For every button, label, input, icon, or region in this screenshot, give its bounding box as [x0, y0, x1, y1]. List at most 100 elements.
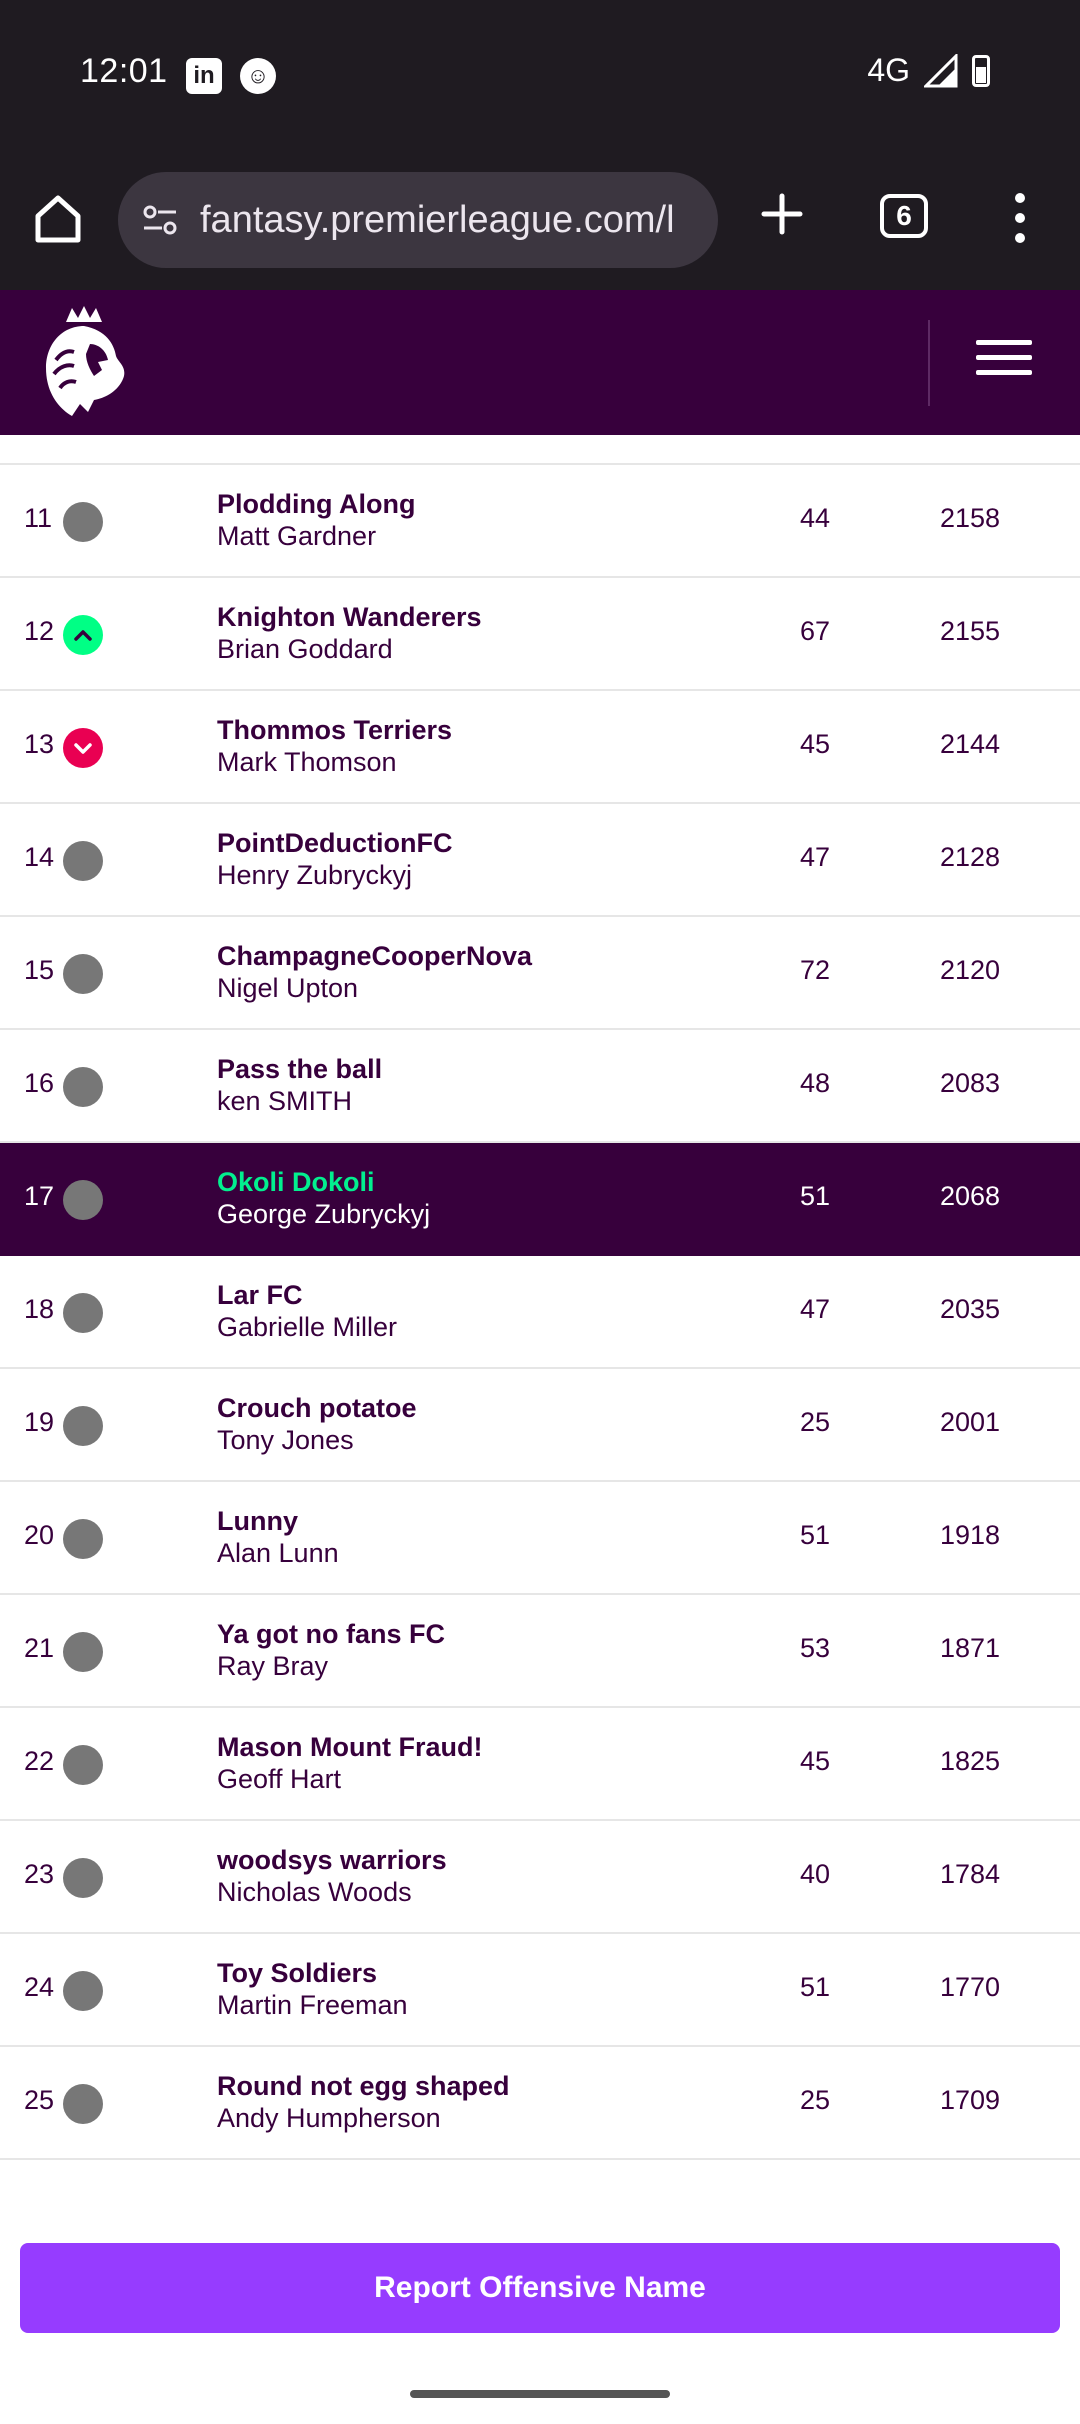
total-points: 2083 — [939, 1068, 1001, 1098]
team-name-link[interactable]: Crouch potatoe — [217, 1393, 417, 1423]
table-row: 20 Lunny Alan Lunn 51 1918 — [0, 1482, 1080, 1595]
rank-same-icon — [63, 954, 103, 994]
status-indicators: 4G — [867, 52, 990, 89]
gameweek-points: 40 — [799, 1859, 831, 1889]
rank-cell: 25 — [24, 2085, 55, 2115]
team-name-link[interactable]: Plodding Along — [217, 489, 416, 519]
gameweek-points: 45 — [799, 729, 831, 759]
table-row: 16 Pass the ball ken SMITH 48 2083 — [0, 1030, 1080, 1143]
rank-cell: 17 — [24, 1181, 55, 1211]
team-name-link[interactable]: Round not egg shaped — [217, 2071, 510, 2101]
team-name-link[interactable]: PointDeductionFC — [217, 828, 453, 858]
team-name-link[interactable]: Lunny — [217, 1506, 298, 1536]
more-menu-icon[interactable] — [1000, 186, 1040, 250]
team-name-link[interactable]: Okoli Dokoli — [217, 1167, 375, 1197]
rank-same-icon — [63, 2084, 103, 2124]
rank-cell: 22 — [24, 1746, 55, 1776]
table-row: 19 Crouch potatoe Tony Jones 25 2001 — [0, 1369, 1080, 1482]
face-icon: ☺ — [240, 58, 276, 94]
header-divider — [928, 320, 930, 406]
tab-switcher-button[interactable]: 6 — [880, 194, 928, 238]
hamburger-menu-icon[interactable] — [976, 340, 1032, 384]
status-bar: 12:01 in ☺ 4G — [0, 0, 1080, 150]
manager-name: Tony Jones — [217, 1425, 354, 1455]
gameweek-points: 51 — [799, 1972, 831, 2002]
team-name-link[interactable]: Mason Mount Fraud! — [217, 1732, 483, 1762]
total-points: 2120 — [939, 955, 1001, 985]
rank-same-icon — [63, 502, 103, 542]
total-points: 2128 — [939, 842, 1001, 872]
manager-name: Alan Lunn — [217, 1538, 339, 1568]
rank-same-icon — [63, 1406, 103, 1446]
team-name-link[interactable]: Pass the ball — [217, 1054, 383, 1084]
team-name-link[interactable]: woodsys warriors — [217, 1845, 447, 1875]
total-points: 2068 — [939, 1181, 1001, 1211]
manager-name: Gabrielle Miller — [217, 1312, 398, 1342]
total-points: 1918 — [939, 1520, 1001, 1550]
premier-league-lion-logo[interactable] — [36, 304, 132, 420]
table-row: 18 Lar FC Gabrielle Miller 47 2035 — [0, 1256, 1080, 1369]
rank-cell: 11 — [24, 503, 53, 533]
total-points: 1825 — [939, 1746, 1001, 1776]
report-offensive-name-button[interactable]: Report Offensive Name — [20, 2243, 1060, 2333]
team-name-link[interactable]: Knighton Wanderers — [217, 602, 482, 632]
rank-same-icon — [63, 1971, 103, 2011]
table-top-edge — [0, 435, 1080, 465]
rank-up-icon — [63, 615, 103, 655]
battery-icon — [972, 54, 990, 87]
site-settings-icon[interactable] — [138, 198, 182, 242]
team-name-link[interactable]: Lar FC — [217, 1280, 303, 1310]
team-name-link[interactable]: Thommos Terriers — [217, 715, 453, 745]
rank-same-icon — [63, 1745, 103, 1785]
gesture-navigation-bar[interactable] — [410, 2390, 670, 2398]
rank-cell: 23 — [24, 1859, 55, 1889]
manager-name: Ray Bray — [217, 1651, 329, 1681]
gameweek-points: 48 — [799, 1068, 831, 1098]
url-bar[interactable]: fantasy.premierleague.com/l — [118, 172, 718, 268]
table-row: 14 PointDeductionFC Henry Zubryckyj 47 2128 — [0, 804, 1080, 917]
total-points: 2144 — [939, 729, 1001, 759]
rank-cell: 15 — [24, 955, 55, 985]
manager-name: Andy Humpherson — [217, 2103, 441, 2133]
table-row: 21 Ya got no fans FC Ray Bray 53 1871 — [0, 1595, 1080, 1708]
gameweek-points: 67 — [799, 616, 831, 646]
manager-name: George Zubryckyj — [217, 1199, 431, 1229]
table-row: 24 Toy Soldiers Martin Freeman 51 1770 — [0, 1934, 1080, 2047]
gameweek-points: 53 — [799, 1633, 831, 1663]
table-row: 12 Knighton Wanderers Brian Goddard 67 2155 — [0, 578, 1080, 691]
rank-same-icon — [63, 841, 103, 881]
team-name-link[interactable]: ChampagneCooperNova — [217, 941, 533, 971]
rank-cell: 20 — [24, 1520, 55, 1550]
rank-cell: 14 — [24, 842, 55, 872]
browser-toolbar: fantasy.premierleague.com/l 6 — [0, 150, 1080, 290]
table-row: 13 Thommos Terriers Mark Thomson 45 2144 — [0, 691, 1080, 804]
total-points: 2158 — [939, 503, 1001, 533]
linkedin-icon: in — [186, 58, 222, 94]
rank-cell: 24 — [24, 1972, 55, 2002]
total-points: 2001 — [939, 1407, 1001, 1437]
url-text: fantasy.premierleague.com/l — [200, 198, 675, 241]
manager-name: Nicholas Woods — [217, 1877, 412, 1907]
site-header — [0, 290, 1080, 435]
league-standings-table: 11 Plodding Along Matt Gardner 44 2158 12 Knig… — [0, 435, 1080, 2160]
total-points: 1770 — [939, 1972, 1001, 2002]
table-row: 17 Okoli Dokoli George Zubryckyj 51 2068 — [0, 1143, 1080, 1256]
team-name-link[interactable]: Ya got no fans FC — [217, 1619, 446, 1649]
new-tab-icon[interactable] — [752, 184, 812, 244]
rank-cell: 12 — [24, 616, 55, 646]
table-row: 15 ChampagneCooperNova Nigel Upton 72 2120 — [0, 917, 1080, 1030]
gameweek-points: 25 — [799, 2085, 831, 2115]
manager-name: Martin Freeman — [217, 1990, 408, 2020]
table-row: 25 Round not egg shaped Andy Humpherson 25 1… — [0, 2047, 1080, 2160]
signal-icon — [924, 53, 958, 87]
manager-name: Mark Thomson — [217, 747, 397, 777]
gameweek-points: 47 — [799, 842, 831, 872]
home-icon[interactable] — [28, 188, 88, 248]
total-points: 1709 — [939, 2085, 1001, 2115]
total-points: 1784 — [939, 1859, 1001, 1889]
manager-name: Matt Gardner — [217, 521, 377, 551]
total-points: 2155 — [939, 616, 1001, 646]
team-name-link[interactable]: Toy Soldiers — [217, 1958, 378, 1988]
gameweek-points: 72 — [799, 955, 831, 985]
manager-name: Brian Goddard — [217, 634, 393, 664]
